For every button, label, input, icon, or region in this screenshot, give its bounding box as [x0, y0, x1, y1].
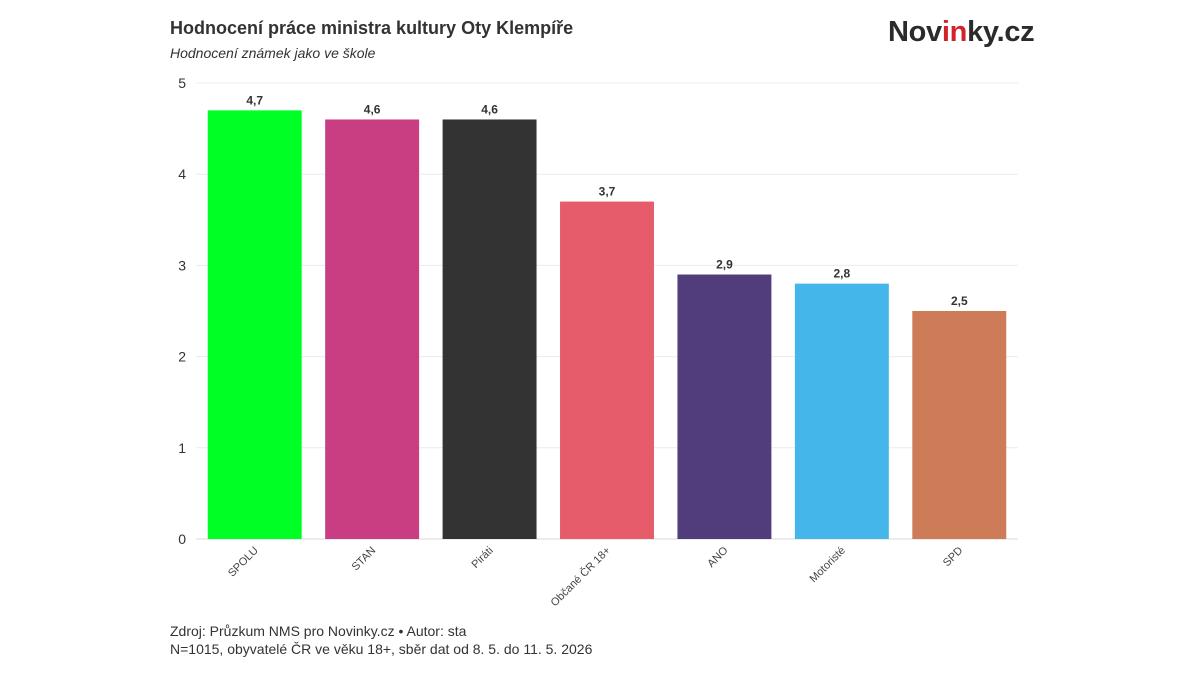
- chart-footer: Zdroj: Průzkum NMS pro Novinky.cz • Auto…: [170, 622, 592, 658]
- bar: [325, 119, 420, 539]
- brand-logo[interactable]: Novinky.cz: [888, 16, 1035, 49]
- bar: [677, 274, 772, 539]
- y-tick-label: 3: [178, 257, 186, 273]
- bar: [207, 110, 302, 540]
- bar: [912, 311, 1007, 539]
- x-tick-label: SPD: [941, 545, 966, 570]
- chart-title: Hodnocení práce ministra kultury Oty Kle…: [170, 18, 574, 38]
- x-tick-label: ANO: [705, 544, 731, 570]
- y-tick-label: 2: [178, 349, 186, 365]
- data-label: 2,5: [951, 294, 968, 308]
- x-tick-label: SPOLU: [226, 545, 261, 580]
- data-label: 4,6: [481, 102, 498, 116]
- data-label: 3,7: [599, 185, 616, 199]
- chart-subtitle: Hodnocení známek jako ve škole: [170, 45, 376, 61]
- data-label: 4,7: [246, 93, 263, 107]
- y-tick-label: 4: [178, 166, 186, 182]
- brand-logo-part3: ky.cz: [967, 16, 1035, 48]
- data-label: 2,8: [834, 267, 851, 281]
- bar: [442, 119, 537, 539]
- y-tick-label: 1: [178, 440, 186, 456]
- bar: [794, 283, 889, 539]
- data-label: 2,9: [716, 258, 733, 272]
- sample-note: N=1015, obyvatelé ČR ve věku 18+, sběr d…: [170, 641, 593, 657]
- x-tick-label: STAN: [350, 545, 379, 574]
- bar: [560, 201, 654, 539]
- y-tick-label: 5: [178, 75, 186, 91]
- data-label: 4,6: [364, 102, 381, 116]
- brand-logo-part1: Nov: [888, 16, 942, 48]
- x-tick-label: Motoristé: [807, 545, 847, 585]
- source-note: Zdroj: Průzkum NMS pro Novinky.cz • Auto…: [170, 623, 467, 639]
- x-tick-label: Občané ČR 18+: [548, 544, 613, 609]
- y-tick-label: 0: [178, 531, 186, 547]
- x-tick-label: Piráti: [469, 545, 495, 571]
- brand-logo-accent: in: [941, 16, 968, 48]
